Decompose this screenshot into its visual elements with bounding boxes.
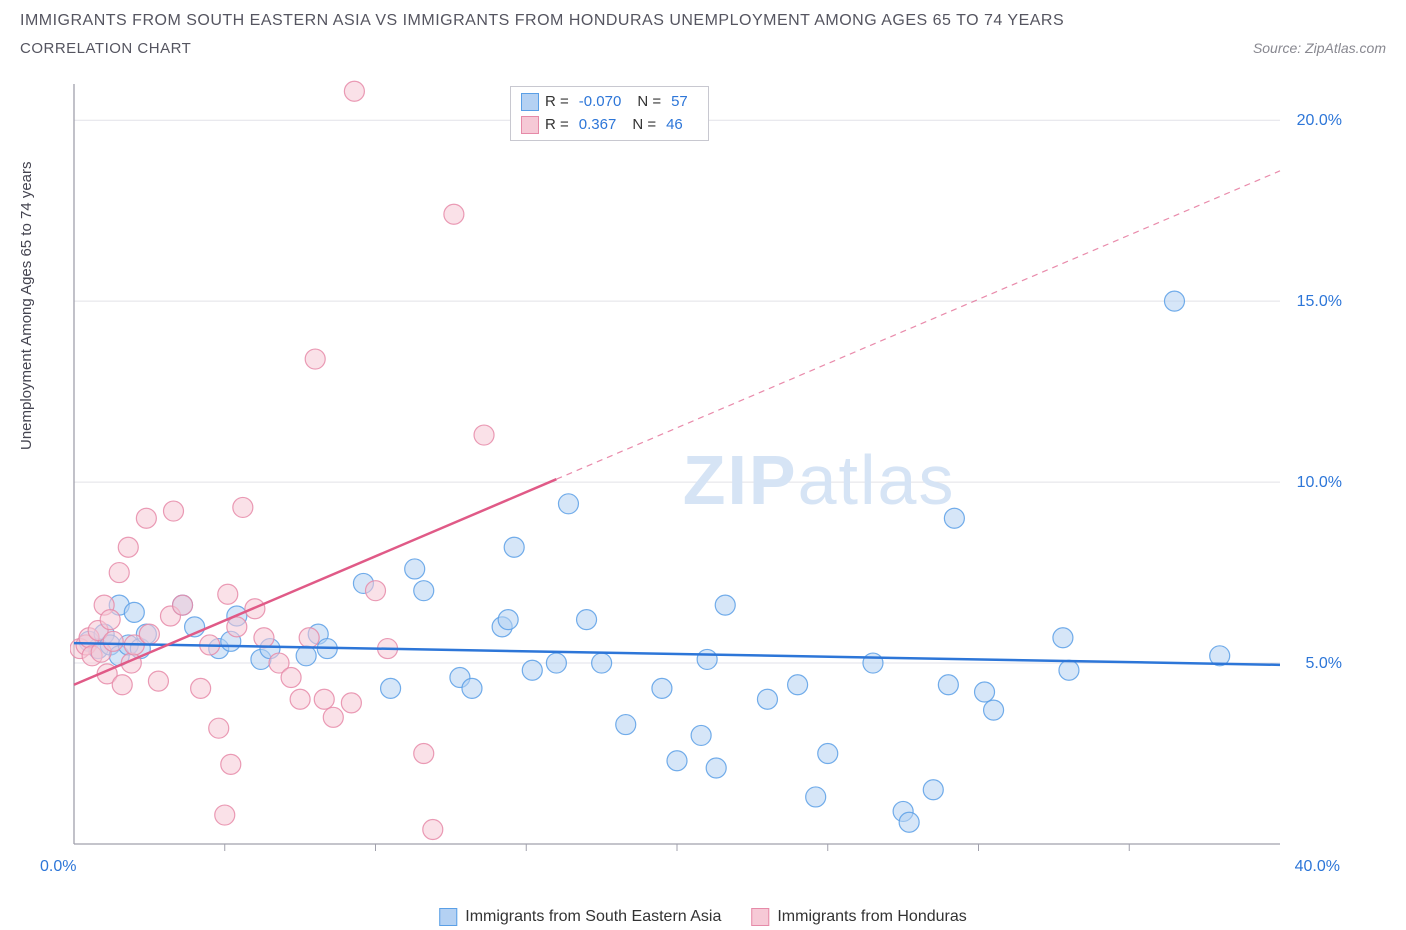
legend-label: Immigrants from Honduras: [777, 908, 966, 926]
x-axis-max-label: 40.0%: [1295, 858, 1340, 876]
legend-item-series2: Immigrants from Honduras: [751, 908, 966, 926]
svg-text:10.0%: 10.0%: [1297, 474, 1342, 491]
x-axis-min-label: 0.0%: [40, 858, 76, 876]
scatter-plot: 5.0% 10.0% 15.0% 20.0%: [70, 80, 1350, 880]
svg-text:5.0%: 5.0%: [1306, 655, 1342, 672]
legend-row-series2: R = 0.367 N = 46: [521, 114, 698, 137]
swatch-icon: [439, 908, 457, 926]
svg-text:20.0%: 20.0%: [1297, 112, 1342, 129]
legend-label: Immigrants from South Eastern Asia: [465, 908, 721, 926]
y-axis-label: Unemployment Among Ages 65 to 74 years: [18, 161, 35, 450]
legend-row-series1: R = -0.070 N = 57: [521, 91, 698, 114]
chart-title: IMMIGRANTS FROM SOUTH EASTERN ASIA VS IM…: [20, 10, 1386, 32]
swatch-icon: [521, 116, 539, 134]
legend-item-series1: Immigrants from South Eastern Asia: [439, 908, 721, 926]
correlation-legend: R = -0.070 N = 57 R = 0.367 N = 46: [510, 86, 709, 141]
svg-text:15.0%: 15.0%: [1297, 293, 1342, 310]
swatch-icon: [521, 93, 539, 111]
swatch-icon: [751, 908, 769, 926]
chart-area: 5.0%10.0%15.0%20.0% ZIPatlas R = -0.070 …: [70, 80, 1350, 880]
source-attribution: Source: ZipAtlas.com: [1253, 40, 1386, 56]
chart-subtitle: CORRELATION CHART: [20, 40, 191, 57]
series-legend: Immigrants from South Eastern Asia Immig…: [439, 908, 967, 926]
chart-header: IMMIGRANTS FROM SOUTH EASTERN ASIA VS IM…: [0, 0, 1406, 57]
